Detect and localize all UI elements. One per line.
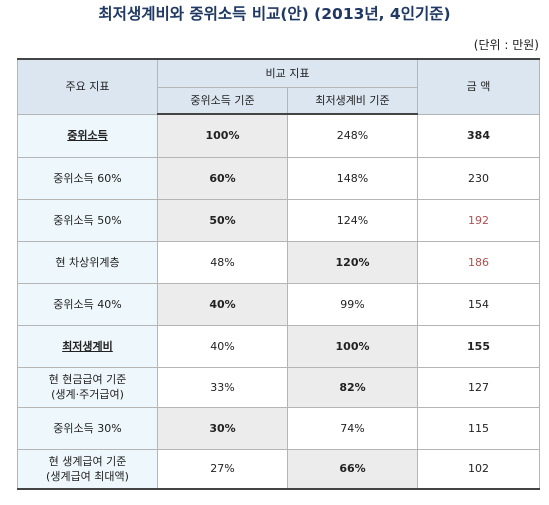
row-label-line1: 현 생계급여 기준: [48, 454, 127, 468]
amount-cell: 102: [417, 448, 541, 490]
table-row: 현 생계급여 기준 (생계급여 최대액) 27% 66% 102: [17, 448, 541, 490]
amount-cell: 186: [417, 240, 541, 284]
table-row: 중위소득 30% 30% 74% 115: [17, 406, 541, 450]
table-row: 중위소득 40% 40% 99% 154: [17, 282, 541, 326]
row-label: 중위소득 40%: [17, 282, 158, 326]
amount-cell: 155: [417, 324, 541, 368]
table-row: 현 차상위계층 48% 120% 186: [17, 240, 541, 284]
row-label: 현 생계급여 기준 (생계급여 최대액): [17, 448, 158, 490]
minimum-cell: 120%: [286, 240, 419, 284]
row-label-line1: 현 현금급여 기준: [48, 373, 127, 386]
amount-cell: 230: [417, 156, 541, 200]
amount-cell: 154: [417, 282, 541, 326]
amount-cell: 127: [417, 366, 541, 408]
row-label: 현 현금급여 기준 (생계·주거급여): [17, 366, 158, 408]
table-row: 중위소득 60% 60% 148% 230: [17, 156, 541, 200]
median-cell: 40%: [157, 282, 288, 326]
minimum-cell: 248%: [286, 113, 419, 158]
row-label-line2: (생계급여 최대액): [46, 469, 129, 483]
minimum-cell: 82%: [286, 366, 419, 408]
row-label-line2: (생계·주거급여): [51, 388, 124, 401]
median-cell: 100%: [157, 113, 288, 158]
median-cell: 50%: [157, 198, 288, 242]
amount-cell: 192: [417, 198, 541, 242]
minimum-cell: 74%: [286, 406, 419, 450]
header-median-basis: 중위소득 기준: [157, 87, 288, 115]
median-cell: 48%: [157, 240, 288, 284]
header-amount: 금 액: [417, 58, 541, 115]
minimum-cell: 99%: [286, 282, 419, 326]
row-label: 중위소득 60%: [17, 156, 158, 200]
table-row: 중위소득 50% 50% 124% 192: [17, 198, 541, 242]
minimum-cell: 100%: [286, 324, 419, 368]
table-row: 현 현금급여 기준 (생계·주거급여) 33% 82% 127: [17, 366, 541, 408]
comparison-table: 주요 지표 비교 지표 금 액 중위소득 기준 최저생계비 기준 중위소득 10…: [17, 58, 541, 490]
amount-cell: 384: [417, 113, 541, 158]
header-minimum-basis: 최저생계비 기준: [286, 87, 419, 115]
median-cell: 60%: [157, 156, 288, 200]
header-compare: 비교 지표: [156, 58, 419, 88]
row-label: 중위소득 30%: [17, 406, 158, 450]
row-label: 최저생계비: [17, 324, 158, 368]
page-title: 최저생계비와 중위소득 비교(안) (2013년, 4인기준): [98, 5, 451, 23]
median-cell: 27%: [157, 448, 288, 490]
row-label: 현 차상위계층: [17, 240, 158, 284]
amount-cell: 115: [417, 406, 541, 450]
minimum-cell: 148%: [286, 156, 419, 200]
median-cell: 40%: [157, 324, 288, 368]
median-cell: 30%: [157, 406, 288, 450]
row-label: 중위소득 50%: [17, 198, 158, 242]
table-row: 중위소득 100% 248% 384: [17, 113, 541, 158]
row-label: 중위소득: [17, 113, 158, 158]
table-row: 최저생계비 40% 100% 155: [17, 324, 541, 368]
header-indicator: 주요 지표: [17, 58, 158, 115]
median-cell: 33%: [157, 366, 288, 408]
unit-note: (단위 : 만원): [473, 38, 539, 52]
minimum-cell: 124%: [286, 198, 419, 242]
minimum-cell: 66%: [286, 448, 419, 490]
